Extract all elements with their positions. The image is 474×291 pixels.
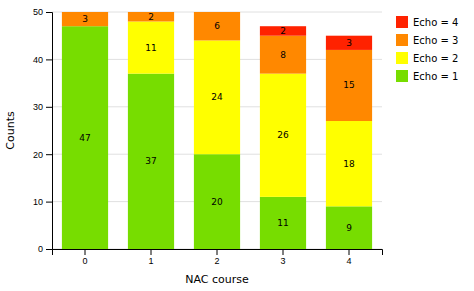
y-axis-title: Counts — [4, 111, 17, 150]
axis-line — [53, 250, 383, 256]
tick-mark — [151, 249, 152, 255]
data-label: 2 — [280, 26, 286, 36]
tick: 0 — [82, 249, 87, 266]
tick-mark — [46, 107, 52, 108]
series — [62, 26, 372, 249]
data-label: 6 — [214, 21, 220, 31]
data-labels: 4737201191124261832681523 — [79, 12, 355, 233]
tick-label: 40 — [33, 55, 43, 65]
data-label: 18 — [343, 159, 355, 169]
tick: 1 — [148, 249, 153, 266]
tick-mark — [46, 202, 52, 203]
tick-label: 0 — [38, 244, 43, 254]
legend-item: Echo = 4 — [396, 16, 458, 28]
series — [260, 26, 372, 50]
tick: 10 — [33, 197, 52, 207]
data-label: 3 — [346, 38, 352, 48]
legend-item: Echo = 2 — [396, 52, 458, 64]
tick: 2 — [214, 249, 219, 266]
bar — [326, 50, 372, 121]
tick-label: 1 — [148, 256, 153, 266]
bar — [128, 12, 174, 21]
legend: Echo = 4 Echo = 3 Echo = 2 Echo = 1 — [396, 16, 458, 82]
bar — [326, 206, 372, 249]
tick: 50 — [33, 7, 52, 17]
legend-swatch — [396, 16, 408, 28]
tick: 30 — [33, 102, 52, 112]
bar — [62, 26, 108, 249]
data-label: 11 — [145, 43, 156, 53]
tick: 0 — [38, 244, 52, 254]
data-label: 24 — [211, 92, 223, 102]
legend-label: Echo = 4 — [413, 17, 458, 28]
bar — [194, 40, 240, 154]
data-label: 8 — [280, 50, 286, 60]
data-label: 11 — [277, 218, 288, 228]
bars — [62, 12, 372, 249]
legend-item: Echo = 3 — [396, 34, 458, 46]
tick-mark — [85, 249, 86, 255]
bar — [326, 36, 372, 50]
tick-mark — [283, 249, 284, 255]
legend-item: Echo = 1 — [396, 70, 458, 82]
legend-swatch — [396, 34, 408, 46]
data-label: 9 — [346, 223, 352, 233]
tick-label: 30 — [33, 102, 43, 112]
legend-label: Echo = 3 — [413, 35, 458, 46]
tick-label: 2 — [214, 256, 219, 266]
legend-label: Echo = 1 — [413, 71, 458, 82]
bar — [128, 21, 174, 73]
bar — [194, 12, 240, 40]
bar — [62, 12, 108, 13]
legend-swatch — [396, 52, 408, 64]
data-label: 20 — [211, 197, 223, 207]
tick-label: 50 — [33, 7, 43, 17]
tick-mark — [46, 154, 52, 155]
tick-label: 20 — [33, 150, 43, 160]
data-label: 47 — [79, 133, 90, 143]
tick: 4 — [346, 249, 351, 266]
series — [128, 21, 372, 206]
bar — [260, 26, 306, 35]
bar — [62, 12, 108, 26]
tick-label: 3 — [280, 256, 285, 266]
tick: 40 — [33, 55, 52, 65]
tick-mark — [217, 249, 218, 255]
tick: 20 — [33, 150, 52, 160]
data-label: 2 — [148, 12, 154, 22]
tick: 3 — [280, 249, 285, 266]
legend-label: Echo = 2 — [413, 53, 458, 64]
chart: 4737201191124261832681523012340102030405… — [0, 0, 474, 291]
grid — [52, 12, 382, 249]
tick-mark — [349, 249, 350, 255]
tick-mark — [46, 12, 52, 13]
bar — [260, 36, 306, 74]
x-axis-title: NAC course — [185, 273, 249, 286]
y-axis: 0 10 20 30 40 50 — [33, 7, 53, 254]
tick-label: 4 — [346, 256, 351, 266]
bar — [326, 121, 372, 206]
bar — [194, 12, 240, 13]
bar — [260, 74, 306, 197]
tick-label: 10 — [33, 197, 43, 207]
tick-label: 0 — [82, 256, 87, 266]
tick-mark — [46, 249, 52, 250]
data-label: 15 — [343, 80, 354, 90]
bar — [260, 197, 306, 249]
data-label: 3 — [82, 14, 88, 24]
data-label: 37 — [145, 156, 156, 166]
axis-line — [46, 13, 53, 250]
series — [62, 12, 372, 121]
data-label: 26 — [277, 130, 289, 140]
legend-swatch — [396, 70, 408, 82]
tick-mark — [46, 59, 52, 60]
plot: 4737201191124261832681523012340102030405… — [33, 7, 383, 266]
x-axis: 0 1 2 3 4 — [53, 249, 383, 266]
bar — [194, 154, 240, 249]
bar — [128, 74, 174, 249]
